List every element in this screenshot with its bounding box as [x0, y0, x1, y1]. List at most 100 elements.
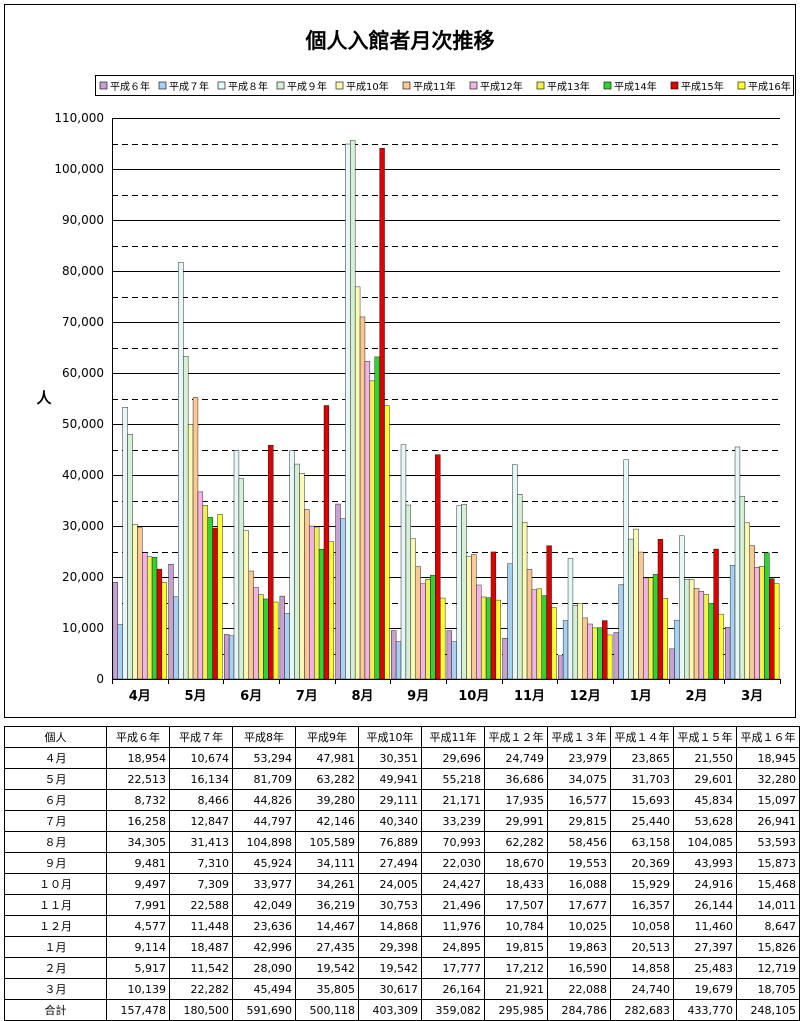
table-row: ３月 10,139 22,282 45,494 35,805 30,617 26,164 21…: [4, 978, 800, 1000]
table-cell: 17,212: [484, 957, 548, 979]
table-cell: 10,058: [610, 915, 674, 937]
gridlines: [112, 118, 780, 655]
table-corner-cell: 個人: [4, 726, 107, 748]
bar: [156, 568, 163, 680]
bar: [309, 525, 315, 680]
bar: [233, 450, 240, 680]
table-cell: 9,497: [106, 873, 170, 895]
bar: [183, 356, 189, 680]
table-row-label: ９月: [4, 852, 107, 874]
table-row: ７月 16,258 12,847 44,797 42,146 40,340 33,239 29…: [4, 810, 800, 832]
x-tick-label: 6月: [240, 689, 262, 704]
legend-swatch: [276, 81, 285, 90]
legend-label: 平成９年: [287, 80, 327, 93]
x-tick-label: 8月: [351, 689, 373, 704]
table-cell: 30,617: [358, 978, 422, 1000]
plot-area: [112, 118, 780, 679]
table-cell: 18,670: [484, 852, 548, 874]
bar: [633, 528, 639, 680]
table-col-header: 平成７年: [169, 726, 233, 748]
table-cell: 53,628: [673, 810, 737, 832]
x-tick-label: 3月: [741, 689, 763, 704]
legend-swatch: [158, 81, 167, 90]
bar: [693, 588, 700, 680]
bar: [451, 641, 457, 680]
bar: [602, 620, 608, 680]
table-cell: 18,705: [736, 978, 800, 1000]
chart: 個人入館者月次推移 平成６年 平成７年 平成８年 平成９年 平成10年 平成11年 平成12…: [4, 4, 796, 718]
table-row-label: ８月: [4, 831, 107, 853]
table-cell: 22,088: [547, 978, 611, 1000]
table-cell: 24,005: [358, 873, 422, 895]
bar: [618, 584, 624, 680]
table-cell: 15,826: [736, 936, 800, 958]
table-cell: 24,749: [484, 747, 548, 769]
table-cell: 21,921: [484, 978, 548, 1000]
bar: [476, 584, 482, 680]
x-tick-label: 4月: [129, 689, 151, 704]
bar: [279, 595, 285, 680]
y-tick-label: 40,000: [62, 468, 104, 482]
bar: [759, 566, 765, 680]
bar: [440, 597, 446, 680]
bar: [192, 397, 199, 680]
table-cell: 16,577: [547, 789, 611, 811]
table-col-header: 平成１５年: [673, 726, 737, 748]
table-cell: 591,690: [232, 999, 296, 1021]
bar: [345, 143, 351, 680]
x-tick-label: 5月: [184, 689, 206, 704]
table-cell: 21,496: [421, 894, 485, 916]
bar: [435, 454, 441, 680]
bar: [122, 407, 128, 680]
table-cell: 7,310: [169, 852, 233, 874]
y-tick-label: 70,000: [62, 315, 104, 329]
table-row-label: １０月: [4, 873, 107, 895]
legend-label: 平成６年: [110, 80, 150, 93]
bar: [224, 634, 230, 680]
table-cell: 26,144: [673, 894, 737, 916]
y-tick-label: 20,000: [62, 570, 104, 584]
bar: [384, 405, 390, 680]
table-cell: 21,171: [421, 789, 485, 811]
table-cell: 7,309: [169, 873, 233, 895]
data-table-wrap: 個人 平成６年 平成７年 平成8年 平成9年 平成10年 平成11年 平成１２年…: [4, 726, 800, 1021]
table-cell: 11,976: [421, 915, 485, 937]
bar: [734, 446, 741, 680]
bar: [323, 405, 330, 680]
table-cell: 19,815: [484, 936, 548, 958]
table-col-header: 平成8年: [232, 726, 296, 748]
bar: [228, 635, 235, 680]
table-row: 合計 157,478 180,500 591,690 500,118 403,309 359…: [4, 999, 800, 1021]
table-cell: 30,753: [358, 894, 422, 916]
table-cell: 282,683: [610, 999, 674, 1021]
bar: [729, 565, 736, 680]
legend-swatch: [402, 81, 411, 90]
legend-swatch: [217, 81, 226, 90]
bar: [379, 147, 385, 680]
bar: [551, 607, 557, 680]
legend-label: 平成12年: [480, 80, 523, 93]
bar: [187, 424, 194, 680]
table-cell: 9,114: [106, 936, 170, 958]
table-cell: 403,309: [358, 999, 422, 1021]
table-cell: 14,467: [295, 915, 359, 937]
y-tick-label: 80,000: [62, 264, 104, 278]
bar: [754, 567, 760, 680]
table-cell: 500,118: [295, 999, 359, 1021]
bar: [420, 583, 426, 680]
table-row: ６月 8,732 8,466 44,826 39,280 29,111 21,171 17,9…: [4, 789, 800, 811]
table-cell: 29,815: [547, 810, 611, 832]
table-cell: 81,709: [232, 768, 296, 790]
table-cell: 24,916: [673, 873, 737, 895]
bar: [456, 505, 462, 680]
table-cell: 4,577: [106, 915, 170, 937]
legend-label: 平成16年: [748, 80, 791, 93]
table-cell: 20,513: [610, 936, 674, 958]
table-cell: 34,075: [547, 768, 611, 790]
table-cell: 11,448: [169, 915, 233, 937]
table-cell: 58,456: [547, 831, 611, 853]
chart-title: 個人入館者月次推移: [305, 29, 495, 53]
bar: [415, 566, 421, 680]
table-col-header: 平成１３年: [547, 726, 611, 748]
table-cell: 14,858: [610, 957, 674, 979]
